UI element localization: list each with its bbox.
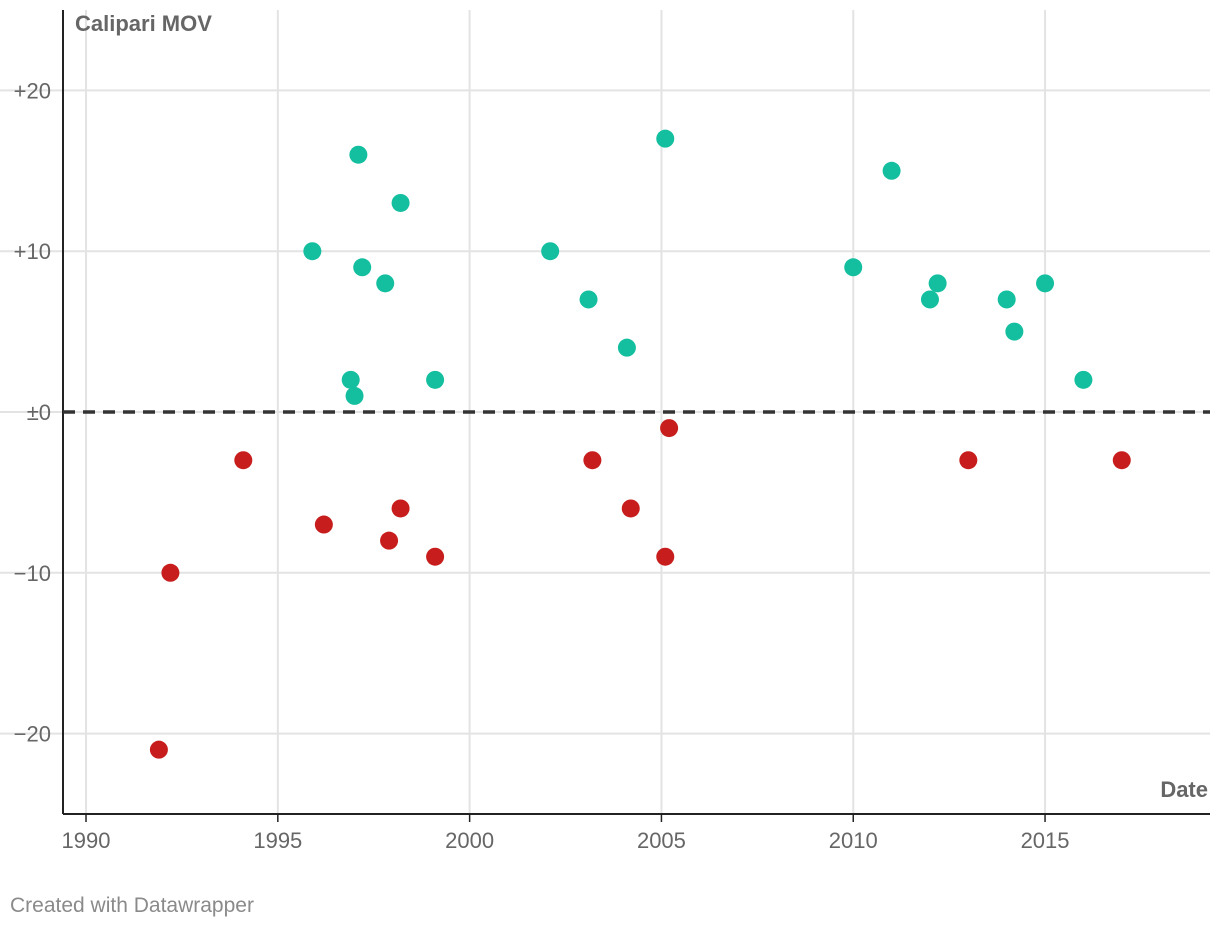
loss-point-1	[161, 563, 180, 582]
y-tick-label-4: +20	[14, 78, 51, 103]
win-point-4	[353, 258, 372, 277]
y-tick-label-1: −10	[14, 561, 51, 586]
loss-point-6	[426, 547, 445, 566]
loss-point-4	[380, 531, 399, 550]
data-points	[149, 129, 1131, 759]
x-tick-label-2000: 2000	[445, 828, 494, 853]
win-point-11	[656, 129, 675, 148]
win-point-10	[617, 338, 636, 357]
y-tick-label-0: −20	[14, 722, 51, 747]
grid-lines	[0, 10, 1210, 822]
win-point-13	[882, 161, 901, 180]
tick-labels: 1990 1995 2000 2005 2010 2015 −20 −10 ±0 +10 +20	[14, 78, 1070, 853]
win-point-2	[345, 386, 364, 405]
win-point-7	[426, 370, 445, 389]
y-tick-label-3: +10	[14, 239, 51, 264]
loss-point-5	[391, 499, 410, 518]
x-tick-label-2010: 2010	[829, 828, 878, 853]
loss-point-12	[1112, 451, 1131, 470]
loss-point-2	[234, 451, 253, 470]
win-point-3	[349, 145, 368, 164]
x-tick-label-2015: 2015	[1021, 828, 1070, 853]
win-point-9	[579, 290, 598, 309]
win-point-16	[997, 290, 1016, 309]
win-point-17	[1005, 322, 1024, 341]
scatter-chart: 1990 1995 2000 2005 2010 2015 −20 −10 ±0 +10 +20 C…	[0, 10, 1210, 853]
win-point-14	[920, 290, 939, 309]
win-point-12	[844, 258, 863, 277]
loss-point-11	[959, 451, 978, 470]
win-point-19	[1074, 370, 1093, 389]
y-axis-title: Calipari MOV	[75, 11, 212, 36]
loss-point-3	[314, 515, 333, 534]
x-tick-label-1990: 1990	[62, 828, 111, 853]
win-point-5	[376, 274, 395, 293]
loss-point-8	[621, 499, 640, 518]
loss-point-7	[583, 451, 602, 470]
loss-point-0	[149, 740, 168, 759]
datawrapper-credit: Created with Datawrapper	[10, 894, 254, 917]
win-point-8	[541, 242, 560, 261]
win-point-1	[341, 370, 360, 389]
x-tick-label-2005: 2005	[637, 828, 686, 853]
x-axis-title: Date	[1160, 777, 1208, 802]
loss-point-10	[660, 419, 679, 438]
win-point-18	[1036, 274, 1055, 293]
x-tick-label-1995: 1995	[253, 828, 302, 853]
win-point-0	[303, 242, 322, 261]
win-point-6	[391, 193, 410, 212]
win-point-15	[928, 274, 947, 293]
y-tick-label-2: ±0	[27, 400, 51, 425]
loss-point-9	[656, 547, 675, 566]
